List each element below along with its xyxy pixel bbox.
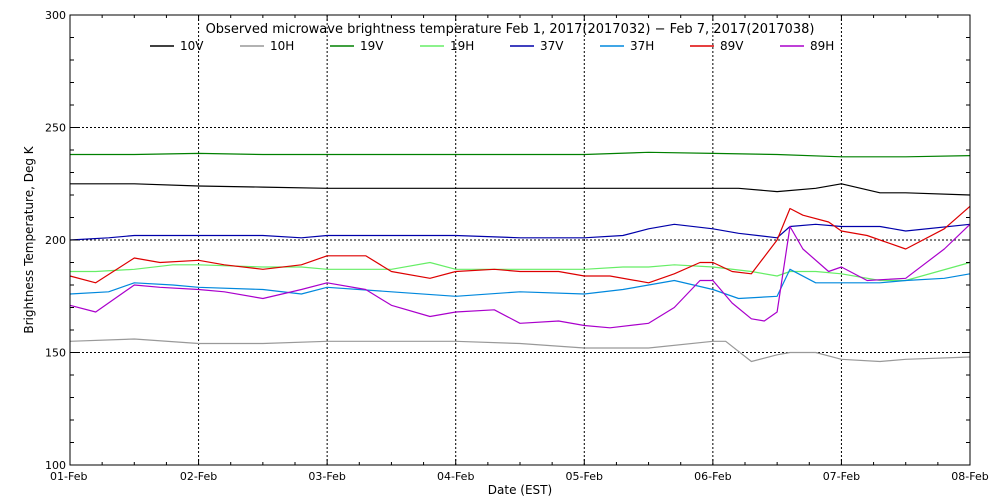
grid-lines — [70, 15, 970, 465]
y-tick-label: 100 — [45, 459, 66, 472]
legend-label-19v: 19V — [360, 39, 384, 53]
series-line-10h — [69, 338, 971, 363]
y-tick-label: 250 — [45, 122, 66, 135]
series-line-37h — [69, 268, 971, 300]
series-line-10v — [70, 183, 971, 196]
x-tick-label: 04-Feb — [437, 470, 474, 483]
x-tick-label: 01-Feb — [50, 470, 87, 483]
legend-label-89v: 89V — [720, 39, 744, 53]
y-axis-title: Brightness Temperature, Deg K — [22, 145, 36, 333]
x-tick-label: 02-Feb — [180, 470, 217, 483]
series-line-89h — [69, 223, 971, 329]
legend-label-19h: 19H — [450, 39, 474, 53]
series-line-19h — [70, 261, 971, 282]
y-tick-label: 200 — [45, 234, 66, 247]
x-tick-label: 08-Feb — [951, 470, 988, 483]
legend-label-37v: 37V — [540, 39, 564, 53]
series-lines — [69, 151, 971, 363]
x-tick-label: 07-Feb — [823, 470, 860, 483]
x-tick-label: 05-Feb — [566, 470, 603, 483]
legend-label-37h: 37H — [630, 39, 654, 53]
y-tick-label: 150 — [45, 347, 66, 360]
chart-title: Observed microwave brightness temperatur… — [206, 22, 815, 37]
axis-ticks: 01-Feb 02-Feb 03-Feb 04-Feb 05-Feb 06-Feb 07-F… — [45, 9, 989, 483]
x-tick-label: 06-Feb — [694, 470, 731, 483]
series-line-37v — [69, 223, 971, 241]
legend: 10V 10H 19V 19H 37V 37H 89V 89H — [150, 39, 834, 53]
x-tick-label: 03-Feb — [308, 470, 345, 483]
legend-label-10h: 10H — [270, 39, 294, 53]
y-tick-label: 300 — [45, 9, 66, 22]
series-line-19v — [70, 151, 971, 158]
legend-label-10v: 10V — [180, 39, 204, 53]
legend-label-89h: 89H — [810, 39, 834, 53]
x-axis-title: Date (EST) — [488, 483, 552, 497]
series-line-89v — [69, 205, 971, 284]
